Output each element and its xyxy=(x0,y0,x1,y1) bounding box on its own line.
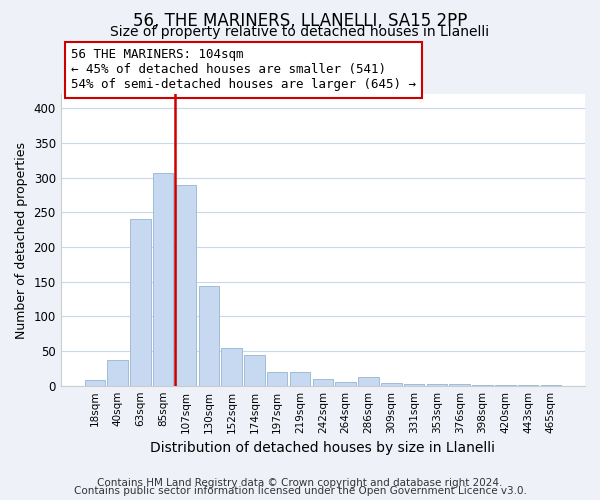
Bar xyxy=(358,376,379,386)
Bar xyxy=(153,172,173,386)
Bar xyxy=(199,286,219,386)
Bar xyxy=(427,384,447,386)
Bar xyxy=(176,184,196,386)
Bar xyxy=(130,219,151,386)
Bar xyxy=(518,385,538,386)
Text: Size of property relative to detached houses in Llanelli: Size of property relative to detached ho… xyxy=(110,25,490,39)
Bar xyxy=(495,385,515,386)
Text: Contains public sector information licensed under the Open Government Licence v3: Contains public sector information licen… xyxy=(74,486,526,496)
Text: 56, THE MARINERS, LLANELLI, SA15 2PP: 56, THE MARINERS, LLANELLI, SA15 2PP xyxy=(133,12,467,30)
Bar xyxy=(85,380,105,386)
Bar xyxy=(404,384,424,386)
Bar xyxy=(221,348,242,386)
X-axis label: Distribution of detached houses by size in Llanelli: Distribution of detached houses by size … xyxy=(151,441,496,455)
Text: Contains HM Land Registry data © Crown copyright and database right 2024.: Contains HM Land Registry data © Crown c… xyxy=(97,478,503,488)
Bar xyxy=(107,360,128,386)
Bar xyxy=(449,384,470,386)
Bar xyxy=(541,385,561,386)
Bar xyxy=(472,385,493,386)
Bar xyxy=(267,372,287,386)
Bar xyxy=(244,355,265,386)
Y-axis label: Number of detached properties: Number of detached properties xyxy=(15,142,28,338)
Bar xyxy=(381,383,401,386)
Bar xyxy=(335,382,356,386)
Bar xyxy=(290,372,310,386)
Text: 56 THE MARINERS: 104sqm
← 45% of detached houses are smaller (541)
54% of semi-d: 56 THE MARINERS: 104sqm ← 45% of detache… xyxy=(71,48,416,92)
Bar xyxy=(313,380,333,386)
